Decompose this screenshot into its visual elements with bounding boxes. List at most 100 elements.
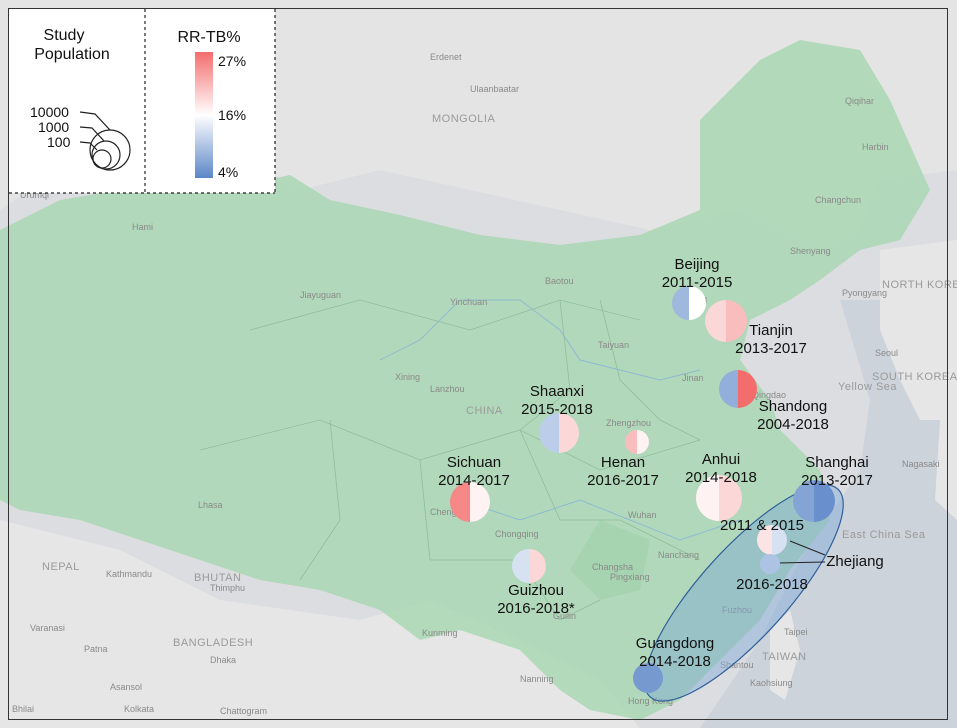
country-label: East China Sea — [842, 529, 926, 541]
region-name-anhui: Anhui — [702, 451, 740, 468]
korea-land — [880, 240, 957, 420]
bubble-layer — [450, 286, 835, 693]
region-name-beijing: Beijing — [674, 256, 719, 273]
region-name-zhejiang: Zhejiang — [826, 553, 884, 570]
region-name-tianjin: Tianjin — [749, 322, 793, 339]
bubble-shanghai-6 — [793, 480, 835, 522]
city-label: Lanzhou — [430, 384, 465, 394]
region-period-tianjin: 2013-2017 — [735, 340, 807, 357]
city-label: Urumqi — [20, 190, 49, 200]
yellow-river — [379, 299, 701, 381]
city-label: Changchun — [815, 195, 861, 205]
bubble-shaanxi-3 — [539, 413, 579, 453]
legend-background — [9, 9, 275, 193]
city-label: Chongqing — [495, 529, 539, 539]
bubble-left-half — [512, 549, 529, 583]
bubble-right-half — [726, 300, 747, 342]
region-period-zhejiang-a: 2011 & 2015 — [720, 517, 804, 534]
region-name-henan: Henan — [601, 454, 645, 471]
bubble-left-half — [719, 370, 738, 408]
bubble-left-half — [625, 430, 637, 454]
city-label: Shenyang — [790, 246, 831, 256]
city-label: Taiyuan — [598, 340, 629, 350]
bubble-right-half — [814, 480, 835, 522]
country-label: BANGLADESH — [173, 637, 253, 649]
bubble-sichuan-7 — [450, 482, 490, 522]
size-circle-100 — [92, 149, 112, 169]
province-shade — [570, 520, 650, 600]
bubble-left-half — [450, 482, 470, 522]
city-label: Chengdu — [430, 507, 467, 517]
region-period-anhui: 2014-2018 — [685, 469, 757, 486]
region-period-shandong: 2004-2018 — [757, 416, 829, 433]
city-label: Jiayuguan — [300, 290, 341, 300]
bubble-left-half — [760, 554, 770, 574]
bubble-right-half — [637, 430, 649, 454]
city-label: Wuhan — [628, 510, 656, 520]
country-label: NORTH KOREA — [882, 279, 957, 291]
country-label: NEPAL — [42, 561, 80, 573]
japan-land — [935, 410, 957, 520]
region-period-beijing: 2011-2015 — [662, 274, 733, 291]
region-name-sichuan: Sichuan — [447, 454, 501, 471]
city-label: Guilin — [553, 611, 576, 621]
country-label: SOUTH KOREA — [872, 371, 957, 383]
city-label: Asansol — [110, 682, 142, 692]
city-label: Xining — [395, 372, 420, 382]
city-label: Varanasi — [30, 623, 65, 633]
region-period-zhejiang-b: 2016-2018 — [736, 576, 808, 593]
region-name-shanghai: Shanghai — [805, 454, 868, 471]
bubble-right-half — [689, 286, 706, 320]
region-period-sichuan: 2014-2017 — [438, 472, 510, 489]
coastal-region-ellipse — [644, 484, 844, 702]
south-asia-land — [0, 520, 640, 728]
city-label: Zhengzhou — [606, 418, 651, 428]
size-label-1000: 1000 — [38, 119, 69, 135]
country-label: BHUTAN — [194, 572, 241, 584]
bubble-zhejiang-10 — [757, 525, 787, 555]
size-circle-1000 — [91, 140, 121, 170]
bubble-left-half — [633, 663, 648, 693]
city-label: Erdenet — [430, 52, 462, 62]
rr-tick-high: 27% — [218, 53, 246, 69]
city-label: Changsha — [592, 562, 633, 572]
country-label: TAIWAN — [762, 651, 807, 663]
bubble-left-half — [793, 480, 814, 522]
city-label: Bhilai — [12, 704, 34, 714]
bubble-left-half — [757, 525, 772, 555]
city-label: Pyongyang — [842, 288, 887, 298]
city-label: Kunming — [422, 628, 458, 638]
rr-tick-low: 4% — [218, 164, 238, 180]
china-land — [0, 40, 930, 720]
city-label: Fuzhou — [722, 605, 752, 615]
city-label: Taipei — [784, 627, 808, 637]
bubble-right-half — [648, 663, 663, 693]
city-label: Kolkata — [124, 704, 154, 714]
city-label: Qiqihar — [845, 96, 874, 106]
region-period-shanghai: 2013-2017 — [801, 472, 873, 489]
bubble-left-half — [696, 475, 719, 521]
city-label: Pingxiang — [610, 572, 650, 582]
rr-title: RR-TB% — [177, 29, 240, 46]
city-label: Chattogram — [220, 706, 267, 716]
size-label-10000: 10000 — [30, 104, 69, 120]
legend-panel: Study Population 10000 1000 100 RR-TB% 2… — [9, 9, 276, 194]
bubble-right-half — [470, 482, 490, 522]
city-label: Hami — [132, 222, 153, 232]
population-title-line2: Population — [34, 46, 110, 63]
bubble-right-half — [529, 549, 546, 583]
region-name-shandong: Shandong — [759, 398, 827, 415]
city-label: Jinan — [682, 373, 704, 383]
city-label: Yinchuan — [450, 297, 487, 307]
city-label: Hong Kong — [628, 696, 673, 706]
east-sea-area — [700, 300, 957, 728]
city-label: Nagasaki — [902, 459, 940, 469]
zhejiang-leader-lines — [777, 540, 826, 564]
bubble-tianjin-1 — [705, 300, 747, 342]
city-label: Qingdao — [752, 390, 786, 400]
city-label: Shantou — [720, 660, 754, 670]
city-label: Kaohsiung — [750, 678, 793, 688]
bubble-henan-4 — [625, 430, 649, 454]
